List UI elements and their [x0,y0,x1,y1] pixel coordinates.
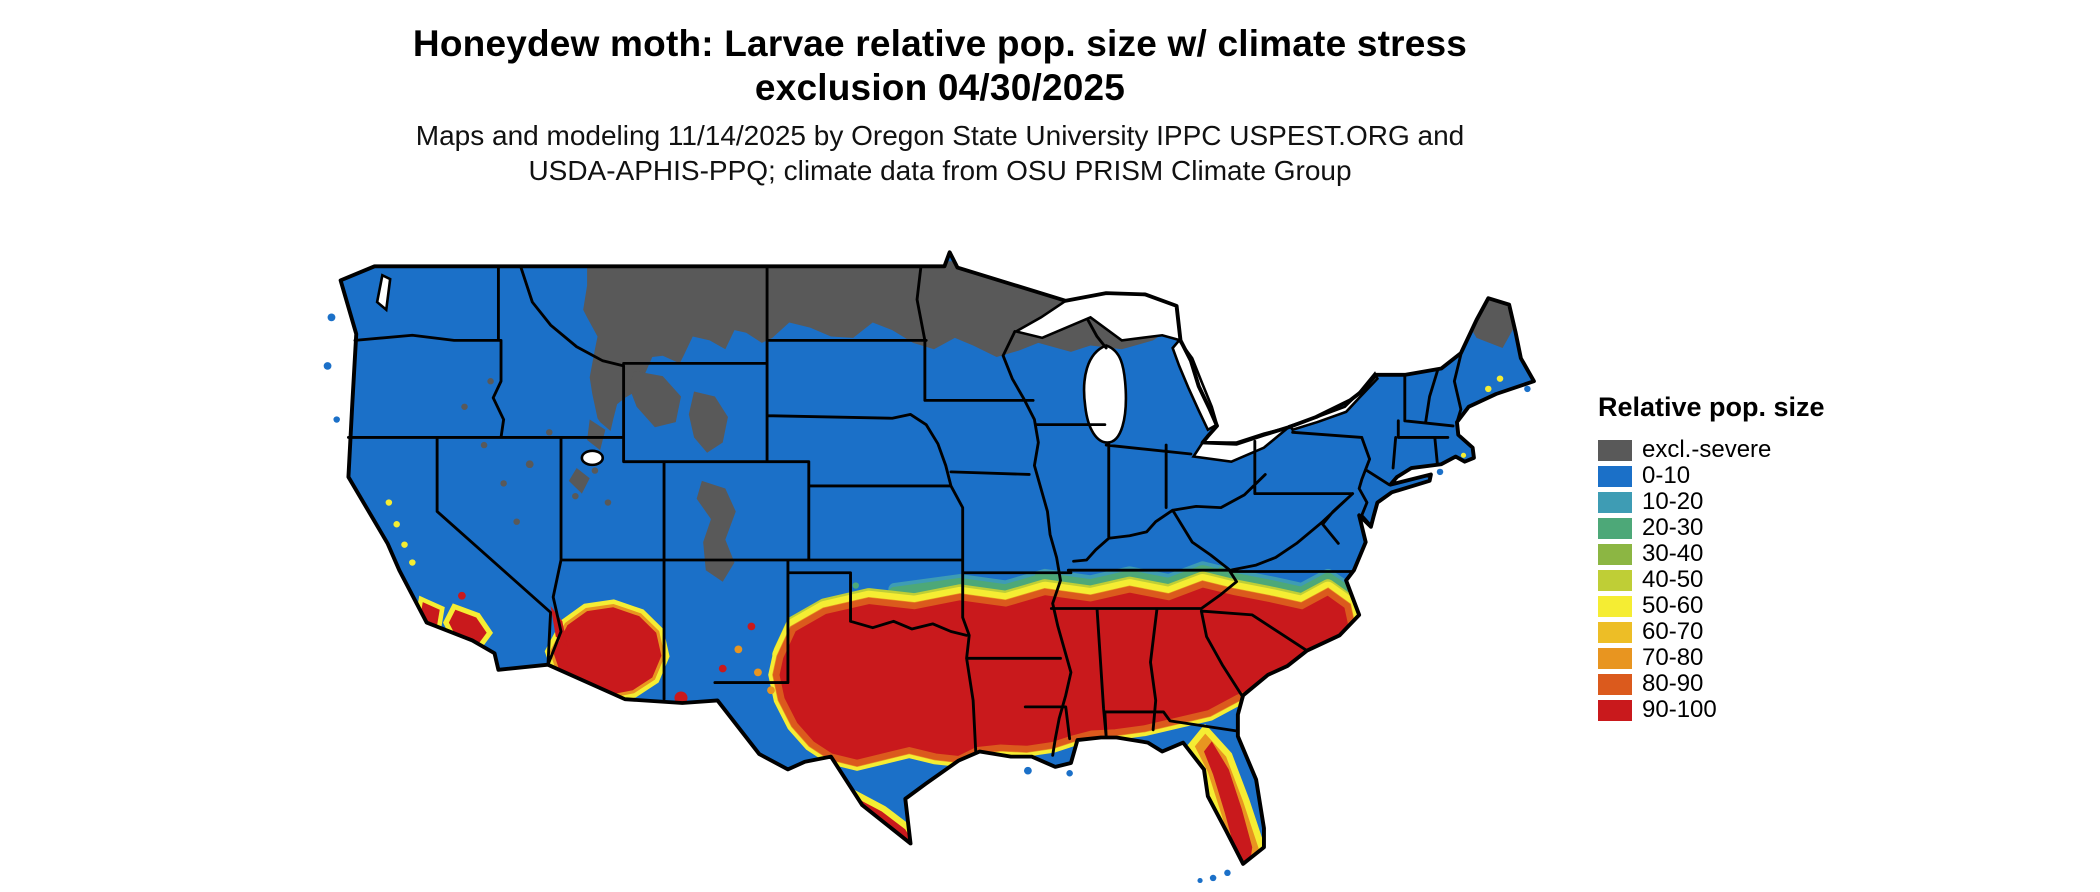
map-subtitle-line1: Maps and modeling 11/14/2025 by Oregon S… [415,120,1465,151]
legend-item: 10-20 [1598,488,1898,515]
legend-item: 80-90 [1598,670,1898,697]
lake-michigan [1082,344,1128,444]
legend-label: 60-70 [1642,618,1704,645]
legend-swatch [1598,595,1632,617]
us-outline [338,250,1536,866]
legend-label: 70-80 [1642,644,1704,671]
legend-label: 30-40 [1642,540,1704,567]
state-borders [346,264,1463,757]
legend-swatch [1598,465,1632,487]
legend-items: excl.-severe 0-10 10-20 20-30 30-40 40-50 50-6… [1598,436,1898,723]
map-subtitle-line2: USDA-APHIS-PPQ; climate data from OSU PR… [528,155,1352,186]
legend-swatch [1598,517,1632,539]
legend-swatch [1598,699,1632,721]
speckle-dots [385,375,1504,695]
legend-swatch [1598,673,1632,695]
legend-item: 20-30 [1598,514,1898,541]
map-region-high-population [768,576,1362,771]
legend-swatch [1598,439,1632,461]
map-region-florida [1187,723,1266,864]
legend-label: 40-50 [1642,566,1704,593]
offshore-dots [323,313,1531,884]
map-title: Honeydew moth: Larvae relative pop. size… [0,22,1880,109]
legend-swatch [1598,621,1632,643]
us-map [308,228,1560,892]
legend-item: 0-10 [1598,462,1898,489]
legend-swatch [1598,647,1632,669]
lake-huron [1171,338,1219,432]
great-salt-lake [580,449,605,467]
legend-item: 50-60 [1598,592,1898,619]
legend-item: 70-80 [1598,644,1898,671]
legend: Relative pop. size excl.-severe 0-10 10-20… [1598,392,1898,723]
legend-label: 90-100 [1642,696,1717,723]
legend-label: 80-90 [1642,670,1704,697]
legend-item: 90-100 [1598,696,1898,723]
legend-label: 0-10 [1642,462,1691,489]
legend-item: 40-50 [1598,566,1898,593]
puget-sound [375,273,392,313]
legend-label: 20-30 [1642,514,1704,541]
legend-swatch [1598,491,1632,513]
legend-title: Relative pop. size [1598,392,1825,422]
legend-item: 30-40 [1598,540,1898,567]
legend-swatch [1598,569,1632,591]
legend-label: 10-20 [1642,488,1704,515]
map-title-line1: Honeydew moth: Larvae relative pop. size… [412,23,1468,64]
legend-item: excl.-severe [1598,436,1898,463]
legend-swatch [1598,543,1632,565]
legend-item: 60-70 [1598,618,1898,645]
us-map-svg [323,250,1536,884]
legend-label: 50-60 [1642,592,1704,619]
map-subtitle: Maps and modeling 11/14/2025 by Oregon S… [0,118,1880,188]
map-title-line2: exclusion 04/30/2025 [754,66,1126,108]
legend-label: excl.-severe [1642,436,1772,463]
